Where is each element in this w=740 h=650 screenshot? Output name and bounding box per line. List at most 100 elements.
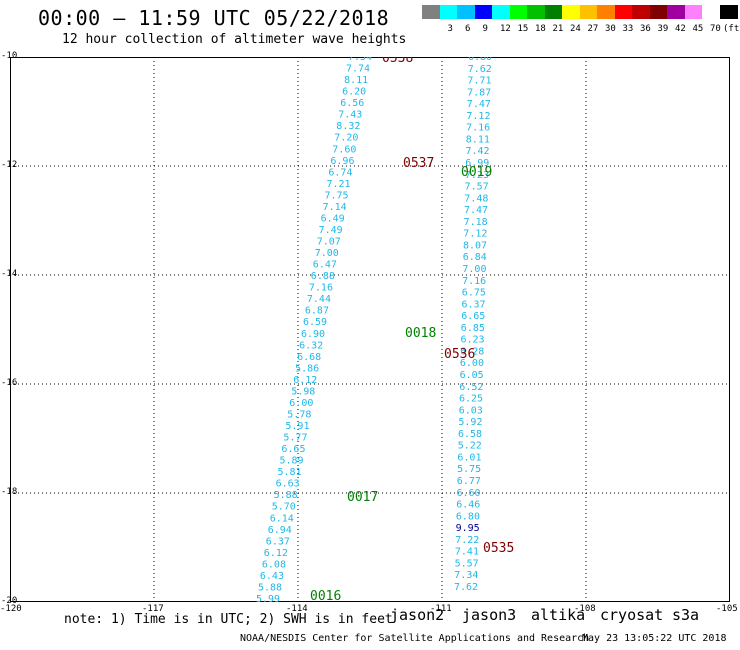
- time-label: 0537: [403, 156, 434, 171]
- wave-height-value: 6.63: [276, 479, 300, 490]
- wave-height-value: 6.03: [459, 405, 483, 416]
- wave-height-value: 7.18: [464, 217, 488, 228]
- legend-label: 70: [710, 24, 721, 34]
- wave-height-value: 5.81: [278, 467, 302, 478]
- wave-height-value: 7.74: [346, 64, 370, 75]
- wave-height-value: 5.57: [455, 558, 479, 569]
- wave-height-value: 6.01: [457, 452, 481, 463]
- wave-height-value: 5.77: [283, 433, 307, 444]
- wave-height-value: 5.22: [458, 441, 482, 452]
- legend-swatch: [439, 5, 458, 19]
- wave-height-value: 6.49: [321, 213, 345, 224]
- wave-height-value: 7.47: [464, 205, 488, 216]
- wave-height-value: 6.56: [340, 98, 364, 109]
- time-label: 0019: [461, 165, 492, 180]
- wave-height-value: 5.91: [285, 421, 309, 432]
- lat-label: -20: [1, 596, 18, 606]
- chart-title: 00:00 – 11:59 UTC 05/22/2018: [38, 6, 390, 30]
- wave-height-value: 6.87: [305, 306, 329, 317]
- wave-height-value: 7.23: [465, 170, 489, 181]
- wave-height-value: 7.62: [468, 64, 492, 75]
- wave-height-value: 6.14: [270, 513, 294, 524]
- wave-height-value: 6.85: [461, 323, 485, 334]
- wave-height-value: 5.86: [295, 363, 319, 374]
- time-label: 0016: [310, 589, 341, 602]
- wave-height-value: 6.12: [293, 375, 317, 386]
- lat-label: -12: [1, 160, 18, 170]
- wave-height-value: 6.77: [457, 476, 481, 487]
- time-label: 0018: [405, 326, 436, 341]
- wave-height-value: 7.12: [466, 111, 490, 122]
- lon-label: -105: [716, 604, 738, 614]
- wave-height-value: 6.08: [262, 559, 286, 570]
- legend-label: 9: [482, 24, 488, 34]
- wave-height-value: 7.21: [327, 179, 351, 190]
- wave-height-value: 7.62: [454, 582, 478, 593]
- legend-label: 42: [675, 24, 686, 34]
- wave-height-value: 5.99: [256, 594, 280, 602]
- legend-swatch: [719, 5, 738, 19]
- legend-label: 21: [552, 24, 564, 34]
- wave-height-value: 5.78: [287, 410, 311, 421]
- time-labels: 0538 0537 0019 0018 0536 0017 0535 0016: [310, 57, 514, 602]
- lon-label: -114: [286, 604, 308, 614]
- wave-height-value: 6.88: [311, 271, 335, 282]
- legend-swatch: [579, 5, 598, 19]
- wave-height-value: 6.65: [281, 444, 305, 455]
- wave-height-value: 6.12: [264, 548, 288, 559]
- legend-swatch: [492, 5, 510, 19]
- mission-cryosat: cryosat: [600, 606, 664, 624]
- wave-height-value: 7.57: [465, 182, 489, 193]
- wave-height-value: 6.96: [330, 156, 354, 167]
- wave-height-value: 6.80: [468, 57, 492, 63]
- wave-height-value: 6.37: [266, 536, 290, 547]
- wave-height-value: 6.00: [460, 358, 484, 369]
- wave-height-value: 8.11: [344, 75, 368, 86]
- wave-height-value: 6.05: [460, 370, 484, 381]
- legend-label: 6: [465, 24, 471, 34]
- wave-height-value: 7.41: [455, 547, 479, 558]
- legend-label: 39: [657, 24, 669, 34]
- mission-jason2: jason2: [390, 606, 445, 624]
- legend-swatch: [667, 5, 685, 19]
- legend-unit: (ft): [723, 24, 740, 34]
- wave-height-value: 6.46: [456, 500, 480, 511]
- wave-height-value: 6.94: [268, 525, 292, 536]
- wave-height-value: 6.68: [297, 352, 321, 363]
- wave-height-value: 7.60: [332, 144, 356, 155]
- wave-height-map: 7.547.748.116.206.567.438.327.207.606.96…: [10, 57, 730, 602]
- wave-height-value: 7.12: [463, 229, 487, 240]
- wave-height-value: 9.95: [456, 523, 480, 534]
- wave-height-value: 6.84: [463, 252, 487, 263]
- wave-height-value: 7.43: [338, 110, 362, 121]
- lat-label: -16: [1, 378, 18, 388]
- wave-height-value: 6.37: [462, 299, 486, 310]
- wave-height-value: 5.70: [272, 502, 296, 513]
- mission-s3a: s3a: [672, 606, 700, 624]
- wave-height-value: 7.71: [467, 76, 491, 87]
- wave-height-value: 6.80: [456, 511, 480, 522]
- legend-label: 27: [587, 24, 599, 34]
- wave-height-value: 8.32: [336, 121, 360, 132]
- credit-line: NOAA/NESDIS Center for Satellite Applica…: [240, 633, 590, 644]
- wave-height-value: 5.88: [258, 583, 282, 594]
- time-label: 0538: [382, 57, 413, 66]
- legend-label: 30: [605, 24, 616, 34]
- lon-label: -108: [574, 604, 596, 614]
- wave-height-value: 7.87: [467, 87, 491, 98]
- wave-height-value: 7.44: [307, 294, 331, 305]
- wave-height-value: 6.28: [460, 346, 484, 357]
- wave-height-value: 7.48: [464, 193, 488, 204]
- wave-height-value: 6.60: [457, 488, 481, 499]
- legend-label: 12: [500, 24, 511, 34]
- lat-label: -14: [1, 269, 18, 279]
- legend-swatch: [614, 5, 633, 19]
- time-label: 0536: [444, 347, 475, 362]
- wave-height-value: 7.14: [323, 202, 347, 213]
- wave-height-value: 6.90: [301, 329, 325, 340]
- legend-label: 18: [535, 24, 546, 34]
- legend-swatch: [422, 5, 440, 19]
- wave-height-value: 7.49: [319, 225, 343, 236]
- wave-height-value: 6.32: [299, 340, 323, 351]
- legend-swatch: [632, 5, 650, 19]
